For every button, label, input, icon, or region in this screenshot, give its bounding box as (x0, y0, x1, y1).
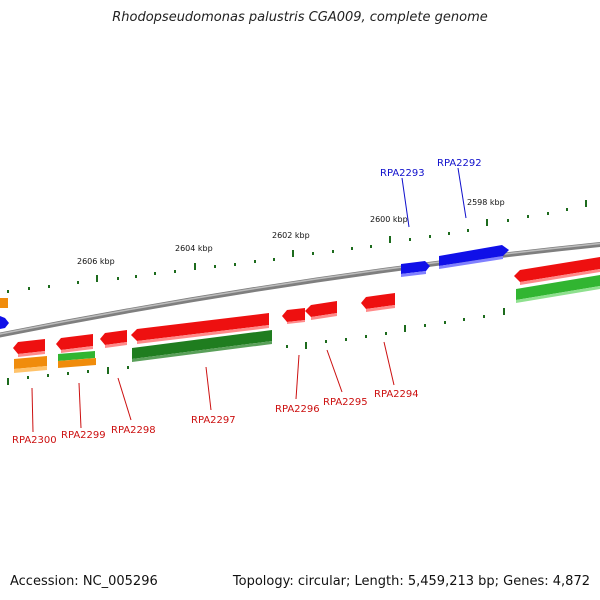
genome-summary-text: Topology: circular; Length: 5,459,213 bp… (232, 574, 590, 589)
gene-rpa2297-shadow (137, 325, 269, 344)
gene-rpa2295-shadow (311, 313, 337, 320)
genome-backbone (0, 242, 600, 338)
gene-label-rpa2297[interactable]: RPA2297 (191, 415, 236, 426)
gene-label-rpa2292[interactable]: RPA2292 (437, 158, 482, 169)
scale-label: 2598 kbp (467, 198, 505, 207)
leader-rpa2296 (295, 354, 300, 400)
feature-orange-left[interactable] (0, 298, 8, 308)
gene-rpa2300[interactable] (13, 339, 45, 354)
gene-rpa2293-shadow (401, 271, 426, 277)
gene-label-rpa2300[interactable]: RPA2300 (12, 435, 57, 446)
gene-label-rpa2298[interactable]: RPA2298 (111, 425, 156, 436)
genome-backbone-highlight (0, 242, 600, 335)
reverse-genes (13, 257, 600, 357)
scale-label: 2606 kbp (77, 257, 115, 266)
gene-rpa2294[interactable] (361, 293, 395, 309)
feature-green-long[interactable] (132, 330, 272, 359)
scale-label: 2600 kbp (370, 215, 408, 224)
gene-rpa2297[interactable] (131, 313, 269, 341)
gene-partial-right-shadow (520, 269, 600, 285)
gene-rpa2292-shadow (439, 256, 503, 269)
gene-rpa2296[interactable] (282, 308, 305, 322)
gene-label-rpa2295[interactable]: RPA2295 (323, 397, 368, 408)
gene-rpa2293[interactable] (401, 261, 430, 274)
leader-rpa2295 (326, 349, 343, 393)
gene-partial-left[interactable] (0, 316, 9, 329)
leader-rpa2298 (117, 377, 132, 421)
gene-rpa2299[interactable] (56, 334, 93, 350)
gene-rpa2294-shadow (366, 305, 395, 312)
gene-rpa2295[interactable] (305, 301, 337, 317)
leader-rpa2299 (78, 382, 82, 429)
feature-green-right-shadow (516, 286, 600, 303)
gene-rpa2298-shadow (105, 342, 127, 348)
feature-orange-1-shadow (14, 366, 47, 373)
gene-rpa2298[interactable] (100, 330, 127, 345)
other-features (0, 275, 600, 373)
gene-label-rpa2299[interactable]: RPA2299 (61, 430, 106, 441)
leader-rpa2297 (205, 366, 212, 411)
feature-orange-1[interactable] (14, 356, 47, 369)
forward-tick-track (7, 200, 587, 293)
gene-rpa2300-shadow (18, 351, 45, 357)
feature-orange-2[interactable] (58, 358, 96, 368)
map-title: Rhodopseudomonas palustris CGA009, compl… (112, 10, 488, 25)
gene-rpa2292[interactable] (439, 245, 509, 266)
feature-green-long-shadow (132, 341, 272, 362)
forward-genes (0, 245, 509, 329)
accession-text: Accession: NC_005296 (10, 574, 158, 589)
scale-label: 2602 kbp (272, 231, 310, 240)
gene-label-rpa2296[interactable]: RPA2296 (275, 404, 320, 415)
gene-partial-right[interactable] (514, 257, 600, 282)
gene-label-rpa2294[interactable]: RPA2294 (374, 389, 419, 400)
gene-rpa2299-shadow (61, 346, 93, 353)
leader-rpa2292 (457, 167, 467, 219)
leader-rpa2300 (31, 387, 34, 433)
reverse-tick-track (7, 308, 505, 385)
leader-rpa2293 (401, 177, 410, 228)
gene-label-rpa2293[interactable]: RPA2293 (380, 168, 425, 179)
feature-green-1[interactable] (58, 351, 95, 361)
scale-label: 2604 kbp (175, 244, 213, 253)
feature-green-right[interactable] (516, 275, 600, 300)
leader-rpa2294 (383, 341, 395, 386)
gene-rpa2296-shadow (287, 320, 305, 324)
